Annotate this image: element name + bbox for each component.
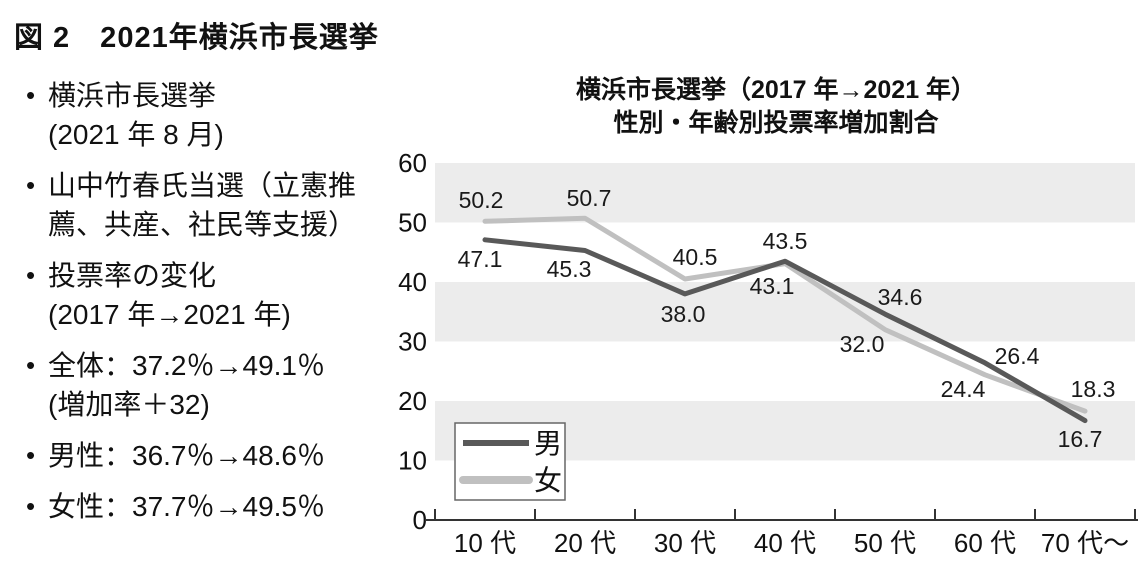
note-item: 投票率の変化 (2017 年→2021 年) bbox=[26, 256, 418, 334]
note-line: 男性：36.7％→48.6％ bbox=[48, 440, 325, 471]
data-label: 47.1 bbox=[458, 246, 503, 272]
legend-box bbox=[454, 422, 566, 501]
note-line: 横浜市長選挙 bbox=[48, 80, 217, 111]
note-line: 投票率の変化 bbox=[48, 260, 217, 291]
note-line: (増加率＋32) bbox=[48, 389, 210, 420]
y-tick-label: 10 bbox=[398, 446, 427, 476]
y-tick-label: 20 bbox=[398, 386, 427, 416]
x-tick-label: 60 代 bbox=[954, 528, 1016, 558]
note-item: 女性：37.7％→49.5％ bbox=[26, 487, 418, 526]
data-label: 26.4 bbox=[995, 343, 1040, 369]
data-label: 24.4 bbox=[941, 376, 986, 402]
data-label: 45.3 bbox=[547, 256, 592, 282]
note-item: 全体：37.2％→49.1％ (増加率＋32) bbox=[26, 346, 418, 424]
figure-title: 図 2 2021年横浜市長選挙 bbox=[14, 22, 379, 54]
note-line: (2017 年→2021 年) bbox=[48, 299, 291, 330]
x-tick-label: 40 代 bbox=[754, 528, 816, 558]
notes-list: 横浜市長選挙 (2021 年 8 月) 山中竹春氏当選（立憲推 薦、共産、社民等… bbox=[26, 76, 418, 538]
note-line: 薦、共産、社民等支援） bbox=[48, 209, 357, 240]
x-tick-label: 20 代 bbox=[554, 528, 616, 558]
data-label: 50.7 bbox=[567, 185, 612, 211]
y-tick-label: 60 bbox=[398, 148, 427, 178]
data-label: 32.0 bbox=[840, 331, 885, 357]
note-item: 横浜市長選挙 (2021 年 8 月) bbox=[26, 76, 418, 154]
data-label: 38.0 bbox=[661, 301, 706, 327]
note-item: 山中竹春氏当選（立憲推 薦、共産、社民等支援） bbox=[26, 166, 418, 244]
data-label: 16.7 bbox=[1058, 426, 1103, 452]
note-item: 男性：36.7％→48.6％ bbox=[26, 436, 418, 475]
x-tick-label: 70 代～ bbox=[1041, 528, 1129, 558]
data-label: 43.5 bbox=[763, 228, 808, 254]
y-tick-label: 30 bbox=[398, 327, 427, 357]
note-line: 女性：37.7％→49.5％ bbox=[48, 491, 325, 522]
x-tick-label: 10 代 bbox=[454, 528, 516, 558]
data-label: 50.2 bbox=[459, 187, 504, 213]
data-label: 18.3 bbox=[1071, 376, 1116, 402]
grid-band bbox=[435, 163, 1135, 223]
y-tick-label: 50 bbox=[398, 208, 427, 238]
data-label: 43.1 bbox=[750, 273, 795, 299]
chart-title-line2: 性別・年齢別投票率増加割合 bbox=[613, 109, 939, 137]
y-tick-label: 40 bbox=[398, 267, 427, 297]
note-line: 全体：37.2％→49.1％ bbox=[48, 350, 325, 381]
legend-label: 男 bbox=[534, 428, 562, 459]
male-line bbox=[482, 237, 1088, 424]
x-tick-label: 50 代 bbox=[854, 528, 916, 558]
chart-title: 横浜市長選挙（2017 年→2021 年） 性別・年齢別投票率増加割合 bbox=[420, 74, 1132, 140]
legend-label: 女 bbox=[534, 465, 562, 496]
x-tick-label: 30 代 bbox=[654, 528, 716, 558]
turnout-line-chart: 0 10 20 30 40 50 60 10 代 20 代 30 代 40 代 50 代 60 代 70 … bbox=[398, 148, 1138, 558]
data-label: 34.6 bbox=[878, 284, 923, 310]
chart-title-line1: 横浜市長選挙（2017 年→2021 年） bbox=[575, 76, 977, 104]
note-line: 山中竹春氏当選（立憲推 bbox=[48, 170, 357, 201]
grid-band bbox=[435, 282, 1135, 342]
data-label: 40.5 bbox=[673, 244, 718, 270]
y-tick-label: 0 bbox=[413, 505, 427, 535]
note-line: (2021 年 8 月) bbox=[48, 119, 224, 150]
